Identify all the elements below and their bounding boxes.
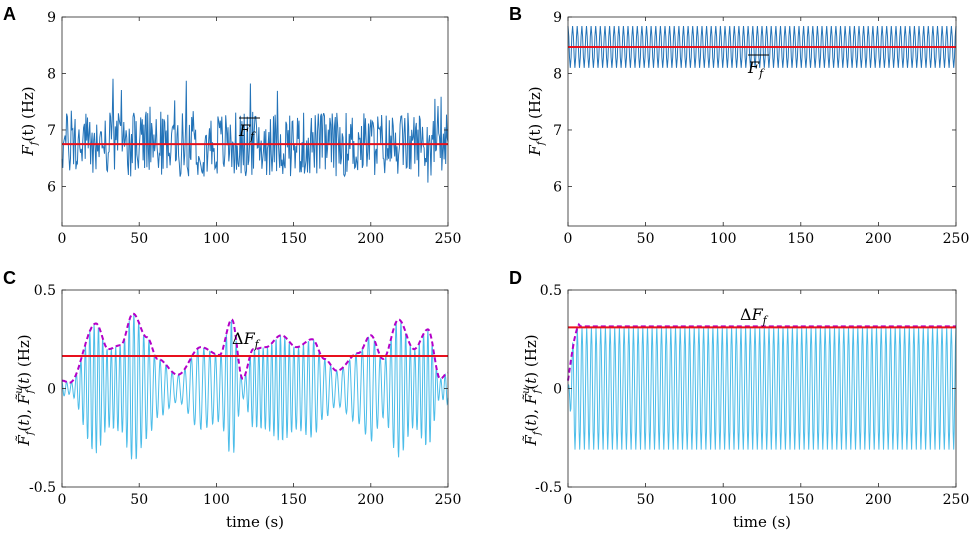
panel-a-ylabel: Ff(t) (Hz) [19, 86, 40, 156]
panel-b-mean-label: Ff [747, 54, 769, 80]
panel-d-xlabel: time (s) [733, 513, 791, 531]
x-tick-label: 150 [280, 492, 307, 508]
y-tick-label: 8 [553, 66, 562, 82]
series-c-line [61, 314, 449, 460]
panel-d-axes: 0 50 100 150 200 250-0.500.5 [535, 283, 969, 508]
svg-text:ΔFf: ΔFf [740, 305, 769, 327]
x-tick-label: 200 [865, 492, 892, 508]
panel-c-ylabel: F̃f(t), F̃uf(t) (Hz) [14, 334, 36, 446]
panel-d-ylabel: F̃f(t), F̃uf(t) (Hz) [521, 334, 543, 446]
panel-d-letter: D [509, 268, 522, 288]
y-tick-label: 0 [553, 382, 562, 398]
panel-a-mean-label: Ff [238, 117, 260, 143]
x-tick-label: 150 [787, 492, 814, 508]
x-tick-label: 0 [58, 231, 67, 247]
y-tick-label: 7 [553, 123, 562, 139]
x-tick-label: 0 [564, 492, 573, 508]
y-tick-label: 0.5 [540, 283, 562, 299]
svg-text:Ff(t) (Hz): Ff(t) (Hz) [19, 86, 40, 156]
x-tick-label: 250 [943, 492, 969, 508]
svg-text:Ff: Ff [747, 58, 765, 80]
x-tick-label: 100 [710, 231, 737, 247]
panel-d-plot-area [567, 322, 957, 450]
panel-a-axes: 0 50 100 150 200 250 6 7 8 9 [47, 10, 461, 247]
panel-b-frame [567, 16, 957, 227]
panel-c: C 0 50 100 150 200 250-0.500.5 F̃f(t), F̃uf(t… [3, 268, 461, 531]
x-tick-label: 100 [710, 492, 737, 508]
panel-d-delta-label: ΔFf [740, 305, 769, 327]
y-tick-label: 0.5 [34, 283, 56, 299]
envelope-d-line [567, 322, 956, 381]
x-tick-label: 250 [943, 231, 969, 247]
panel-b: B 0 50 100 150 200 250 6 7 8 9 Ff(t) (Hz) Ff [509, 4, 969, 247]
panel-d: D 0 50 100 150 200 250-0.500.5 F̃f(t), F̃uf(t… [509, 268, 969, 531]
x-tick-label: 150 [280, 231, 307, 247]
panel-c-letter: C [3, 268, 16, 288]
x-tick-label: 50 [637, 492, 655, 508]
x-tick-label: 100 [203, 492, 230, 508]
panel-b-letter: B [509, 4, 522, 24]
svg-text:F̃f(t), F̃uf(t) (Hz): F̃f(t), F̃uf(t) (Hz) [14, 334, 36, 446]
x-tick-label: 100 [203, 231, 230, 247]
y-tick-label: 8 [47, 66, 56, 82]
svg-text:ΔFf: ΔFf [232, 329, 261, 351]
x-tick-label: 0 [58, 492, 67, 508]
x-tick-label: 150 [787, 231, 814, 247]
y-tick-label: 9 [47, 10, 56, 26]
x-tick-label: 250 [435, 492, 462, 508]
panel-c-plot-area [61, 312, 449, 460]
y-tick-label: 6 [553, 179, 562, 195]
x-tick-label: 50 [637, 231, 655, 247]
x-tick-label: 200 [357, 492, 384, 508]
series-a-line [61, 78, 449, 183]
envelope-c-line [62, 312, 449, 384]
x-tick-label: 200 [865, 231, 892, 247]
svg-text:Ff(t) (Hz): Ff(t) (Hz) [526, 86, 547, 156]
x-tick-label: 50 [130, 492, 148, 508]
y-tick-label: 7 [47, 123, 56, 139]
panel-b-ylabel: Ff(t) (Hz) [526, 86, 547, 156]
y-tick-label: -0.5 [535, 480, 562, 496]
panel-c-axes: 0 50 100 150 200 250-0.500.5 [29, 283, 461, 508]
y-tick-label: 9 [553, 10, 562, 26]
panel-a-frame [61, 16, 449, 227]
svg-text:Ff: Ff [238, 121, 256, 143]
panel-a-letter: A [3, 4, 16, 24]
panel-a-plot-area [61, 78, 449, 183]
y-tick-label: 0 [47, 382, 56, 398]
x-tick-label: 200 [357, 231, 384, 247]
y-tick-label: 6 [47, 179, 56, 195]
x-tick-label: 250 [435, 231, 462, 247]
panel-b-plot-area [567, 25, 957, 68]
panel-c-xlabel: time (s) [226, 513, 284, 531]
series-d-line [567, 327, 957, 450]
panel-a: A 0 50 100 150 200 250 6 7 8 9 Ff(t) (Hz) Ff [3, 4, 461, 247]
y-tick-label: -0.5 [29, 480, 56, 496]
series-b-line [567, 25, 957, 68]
x-tick-label: 50 [130, 231, 148, 247]
svg-text:F̃f(t), F̃uf(t) (Hz): F̃f(t), F̃uf(t) (Hz) [521, 334, 543, 446]
x-tick-label: 0 [564, 231, 573, 247]
panel-c-delta-label: ΔFf [232, 329, 261, 351]
panel-b-axes: 0 50 100 150 200 250 6 7 8 9 [553, 10, 969, 247]
